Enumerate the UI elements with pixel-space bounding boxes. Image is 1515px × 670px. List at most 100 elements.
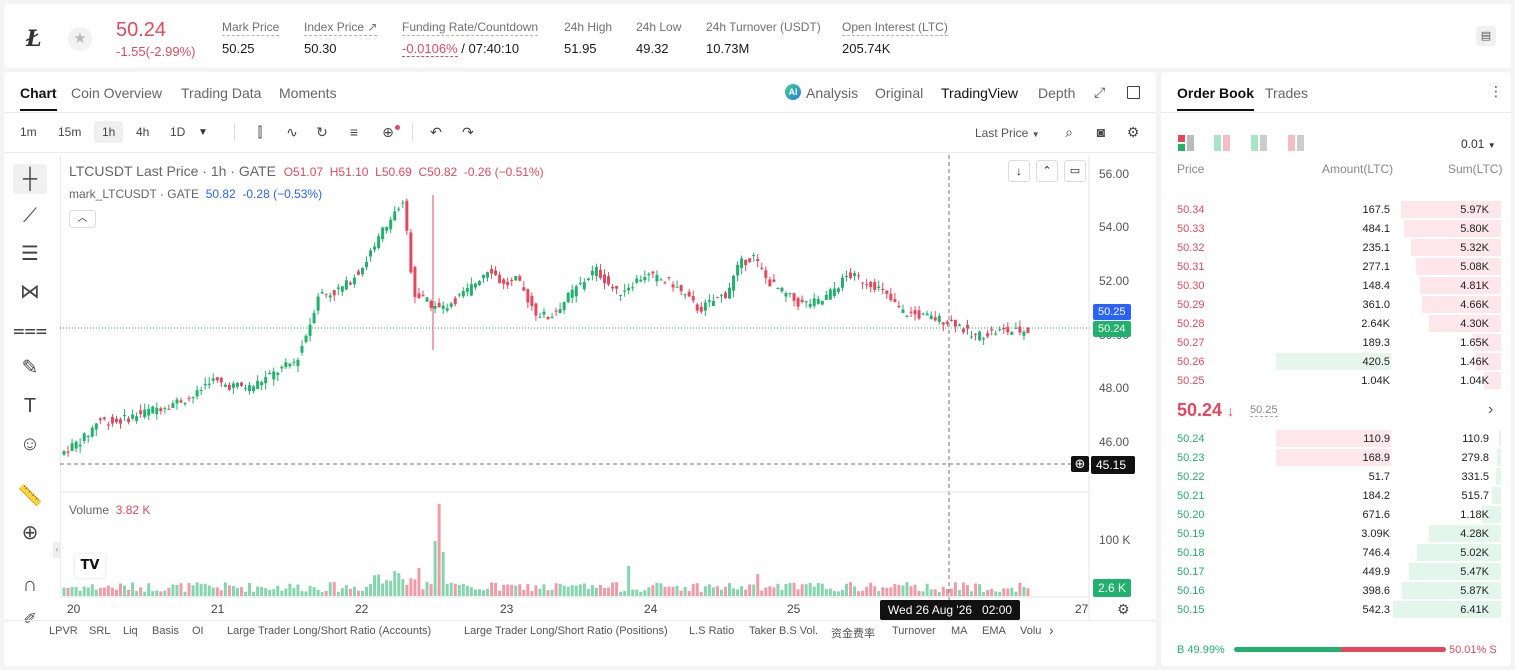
volume-bar [695, 583, 699, 596]
indicators-icon[interactable]: ∿ [286, 124, 298, 140]
tab-depth[interactable]: Depth [1038, 85, 1076, 101]
tab-moments[interactable]: Moments [279, 85, 337, 101]
tab-coin-overview[interactable]: Coin Overview [71, 85, 163, 101]
scroll-right-icon[interactable]: › [1049, 622, 1054, 638]
search-icon[interactable]: ⌕ [1065, 124, 1073, 140]
timeframe-1d[interactable]: 1D [170, 125, 186, 139]
collapse-toolbar-icon[interactable]: ‹ [53, 542, 61, 558]
ask-row[interactable]: 50.29 361.0 4.66K [1163, 295, 1503, 314]
index-price-stat[interactable]: Index Price ↗ 50.30 [304, 20, 378, 56]
bid-row[interactable]: 50.24 110.9 110.9 [1163, 429, 1503, 448]
pattern-icon[interactable]: ⋈ [20, 281, 40, 303]
indicator-item[interactable]: Taker B.S Vol. [749, 625, 819, 637]
maximize-pane-icon[interactable]: ▭ [1064, 160, 1086, 182]
timeframe-1h[interactable]: 1h [94, 121, 124, 143]
indicator-item[interactable]: OI [192, 625, 204, 637]
collapse-legend-button[interactable]: ︿ [69, 210, 96, 228]
timeframe-4h[interactable]: 4h [136, 125, 150, 139]
indicator-item[interactable]: Volu [1020, 625, 1042, 637]
tab-original[interactable]: Original [875, 85, 924, 101]
replay-icon[interactable]: ↻ [316, 124, 328, 140]
prediction-icon[interactable]: ⩶ [13, 319, 48, 341]
indicator-item[interactable]: SRL [89, 625, 111, 637]
indicator-item[interactable]: L.S Ratio [689, 625, 735, 637]
view-bids-icon[interactable] [1251, 135, 1267, 151]
redo-icon[interactable]: ↷ [462, 124, 474, 140]
indicator-item[interactable]: EMA [982, 625, 1006, 637]
indicator-item[interactable]: Basis [152, 625, 179, 637]
add-compare-icon[interactable]: ⊕ [382, 124, 394, 140]
camera-icon[interactable]: ◙ [1096, 124, 1106, 140]
zoom-in-icon[interactable]: ⊕ [21, 522, 39, 544]
indicator-item[interactable]: 资金费率 [831, 628, 875, 640]
templates-icon[interactable]: ≡ [349, 124, 359, 140]
view-split-icon[interactable] [1214, 135, 1230, 151]
notebook-icon[interactable]: ▤ [1476, 26, 1496, 46]
tab-trading-data[interactable]: Trading Data [181, 85, 262, 101]
candle-type-icon[interactable]: ⫿ [257, 124, 263, 140]
indicator-item[interactable]: Large Trader Long/Short Ratio (Accounts) [227, 625, 432, 637]
tab-analysis[interactable]: Analysis [806, 85, 859, 101]
ask-row[interactable]: 50.27 189.3 1.65K [1163, 333, 1503, 352]
ask-row[interactable]: 50.26 420.5 1.46K [1163, 352, 1503, 371]
volume-bar [925, 583, 929, 596]
fib-lines-icon[interactable]: ☰ [21, 243, 39, 265]
bid-row[interactable]: 50.16 398.6 5.87K [1163, 581, 1503, 600]
tab-trades[interactable]: Trades [1265, 85, 1309, 101]
volume-bar [728, 583, 732, 596]
volume-bar [744, 589, 748, 596]
ask-row[interactable]: 50.25 1.04K 1.04K [1163, 371, 1503, 390]
tab-tradingview[interactable]: TradingView [941, 85, 1019, 101]
bid-row[interactable]: 50.15 542.3 6.41K [1163, 600, 1503, 619]
lock-drawing-icon[interactable]: ✐ [23, 611, 37, 628]
add-alert-icon[interactable]: ⊕ [1071, 456, 1089, 472]
bid-row[interactable]: 50.21 184.2 515.7 [1163, 486, 1503, 505]
chevron-right-icon[interactable]: › [1488, 401, 1494, 418]
magnet-icon[interactable]: ∩ [22, 574, 38, 596]
bid-row[interactable]: 50.18 746.4 5.02K [1163, 543, 1503, 562]
collapse-pane-icon[interactable]: ⌃ [1036, 160, 1058, 182]
text-icon[interactable]: T [23, 395, 37, 417]
price-source-select[interactable]: Last Price ▼ [975, 126, 1040, 140]
trend-line-icon[interactable]: ⟋ [23, 205, 37, 227]
emoji-icon[interactable]: ☺ [19, 433, 41, 455]
crosshair-icon[interactable]: ┼ [13, 164, 47, 194]
undo-icon[interactable]: ↶ [430, 124, 442, 140]
bid-row[interactable]: 50.20 671.6 1.18K [1163, 505, 1503, 524]
ask-row[interactable]: 50.28 2.64K 4.30K [1163, 314, 1503, 333]
chevron-down-icon[interactable]: ▼ [198, 127, 208, 138]
ruler-icon[interactable]: 📏 [17, 485, 43, 507]
ask-row[interactable]: 50.31 277.1 5.08K [1163, 257, 1503, 276]
expand-icon[interactable]: ⤢ [1094, 84, 1106, 100]
precision-select[interactable]: 0.01 ▼ [1461, 137, 1496, 151]
bid-row[interactable]: 50.17 449.9 5.47K [1163, 562, 1503, 581]
indicator-item[interactable]: MA [951, 625, 968, 637]
view-both-icon[interactable] [1178, 135, 1194, 151]
favorite-star-icon[interactable]: ★ [68, 27, 92, 51]
tab-order-book[interactable]: Order Book [1177, 85, 1255, 111]
view-asks-icon[interactable] [1288, 135, 1304, 151]
indicator-item[interactable]: Liq [123, 625, 138, 637]
candlestick-chart[interactable] [0, 0, 1160, 670]
more-options-icon[interactable]: ⋮ [1489, 83, 1503, 99]
bid-row[interactable]: 50.19 3.09K 4.28K [1163, 524, 1503, 543]
candle-body [687, 291, 691, 297]
ask-row[interactable]: 50.32 235.1 5.32K [1163, 238, 1503, 257]
fullscreen-icon[interactable] [1127, 86, 1140, 99]
indicator-item[interactable]: LPVR [49, 625, 78, 637]
scroll-to-latest-icon[interactable]: ↓ [1008, 160, 1030, 182]
timeframe-15m[interactable]: 15m [58, 125, 82, 139]
timeframe-1m[interactable]: 1m [20, 125, 37, 139]
indicator-item[interactable]: Turnover [892, 625, 936, 637]
indicator-item[interactable]: Large Trader Long/Short Ratio (Positions… [464, 625, 668, 637]
chart-settings-icon[interactable]: ⚙ [1117, 601, 1130, 617]
brush-icon[interactable]: ✎ [21, 357, 39, 379]
gear-icon[interactable]: ⚙ [1126, 124, 1140, 140]
ask-row[interactable]: 50.33 484.1 5.80K [1163, 219, 1503, 238]
bid-row[interactable]: 50.23 168.9 279.8 [1163, 448, 1503, 467]
tradingview-logo-icon[interactable]: TV [75, 554, 105, 578]
tab-chart[interactable]: Chart [20, 85, 57, 111]
ask-row[interactable]: 50.30 148.4 4.81K [1163, 276, 1503, 295]
bid-row[interactable]: 50.22 51.7 331.5 [1163, 467, 1503, 486]
ask-row[interactable]: 50.34 167.5 5.97K [1163, 200, 1503, 219]
